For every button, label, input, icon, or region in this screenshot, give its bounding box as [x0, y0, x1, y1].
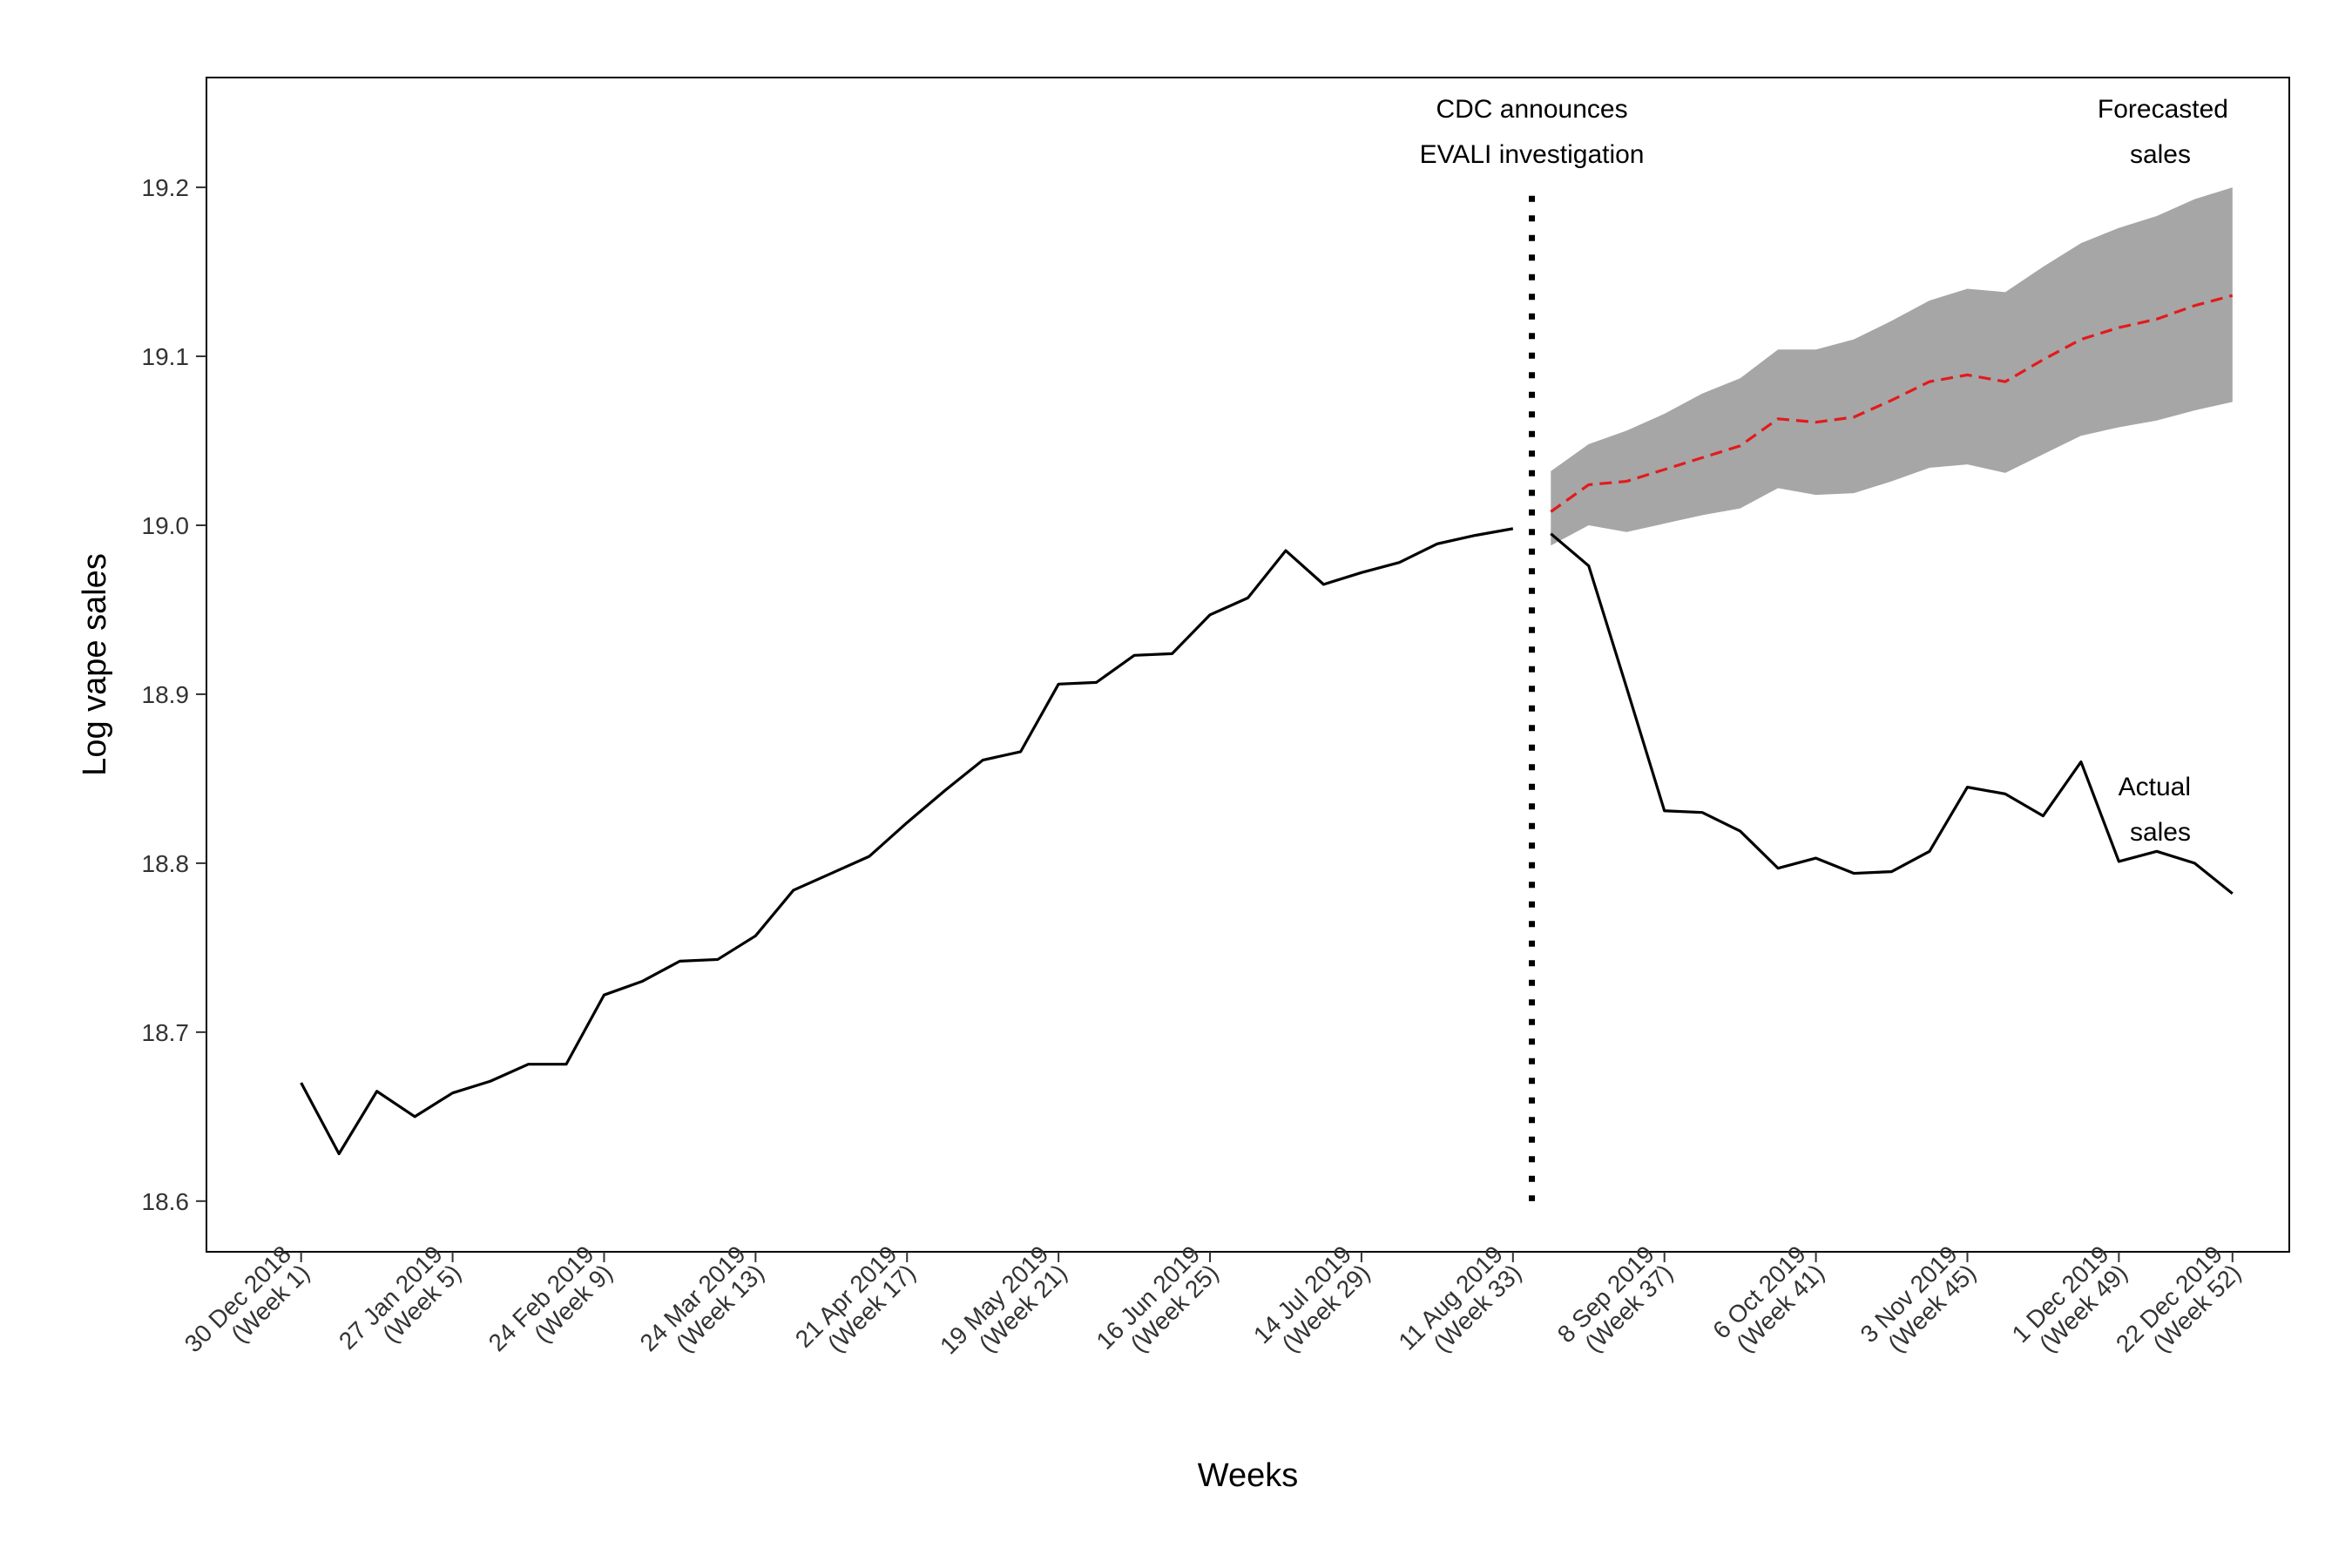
x-tick-label: 16 Jun 2019(Week 25)	[1091, 1240, 1223, 1357]
y-axis-title: Log vape sales	[77, 553, 113, 776]
y-tick-label: 19.0	[142, 512, 190, 539]
x-tick-label: 19 May 2019(Week 21)	[935, 1240, 1072, 1359]
x-axis: 30 Dec 2018(Week 1) 27 Jan 2019(Week 5) 24…	[179, 1240, 2247, 1359]
y-tick-label: 19.2	[142, 174, 190, 201]
x-tick-label: 24 Mar 2019(Week 13)	[635, 1240, 769, 1357]
actual-annotation-line2: sales	[2130, 818, 2191, 847]
forecast-interval-band	[1551, 187, 2233, 546]
actual-annotation-line1: Actual	[2119, 773, 2191, 801]
x-tick-label: 6 Oct 2019(Week 41)	[1707, 1240, 1829, 1357]
plot-panel-border	[206, 77, 2290, 1253]
y-tick-label: 18.9	[142, 681, 190, 708]
series-layer	[300, 294, 2234, 1156]
y-axis: 18.6 18.7 18.8 18.9 19.0 19.1 19.2	[142, 174, 206, 1215]
forecast-annotation-line2: sales	[2130, 140, 2191, 169]
y-tick-label: 18.7	[142, 1019, 190, 1046]
y-tick-label: 19.1	[142, 343, 190, 370]
x-tick-label: 11 Aug 2019(Week 33)	[1393, 1240, 1526, 1357]
series-line-2	[1550, 294, 2234, 513]
forecast-annotation-line1: Forecasted	[2098, 95, 2228, 124]
series-line-1	[1550, 532, 2234, 896]
cdc-annotation-line2: EVALI investigation	[1420, 140, 1645, 169]
cdc-annotation-line1: CDC announces	[1436, 95, 1627, 124]
x-tick-label: 1 Dec 2019(Week 49)	[2007, 1240, 2132, 1357]
y-tick-label: 18.8	[142, 850, 190, 877]
x-tick-label: 8 Sep 2019(Week 37)	[1552, 1240, 1678, 1357]
x-tick-label: 22 Dec 2019(Week 52)	[2111, 1240, 2246, 1357]
x-tick-label: 14 Jul 2019(Week 29)	[1248, 1240, 1375, 1357]
x-tick-label: 30 Dec 2018(Week 1)	[179, 1240, 314, 1357]
x-tick-label: 27 Jan 2019(Week 5)	[334, 1240, 466, 1355]
x-tick-label: 21 Apr 2019(Week 17)	[790, 1240, 921, 1357]
x-tick-label: 3 Nov 2019(Week 45)	[1855, 1240, 1981, 1357]
forecast-band-layer	[1551, 187, 2233, 546]
x-axis-title: Weeks	[1198, 1457, 1298, 1494]
x-tick-label: 24 Feb 2019(Week 9)	[483, 1240, 618, 1356]
y-tick-label: 18.6	[142, 1188, 190, 1215]
series-line-0	[300, 527, 1514, 1156]
